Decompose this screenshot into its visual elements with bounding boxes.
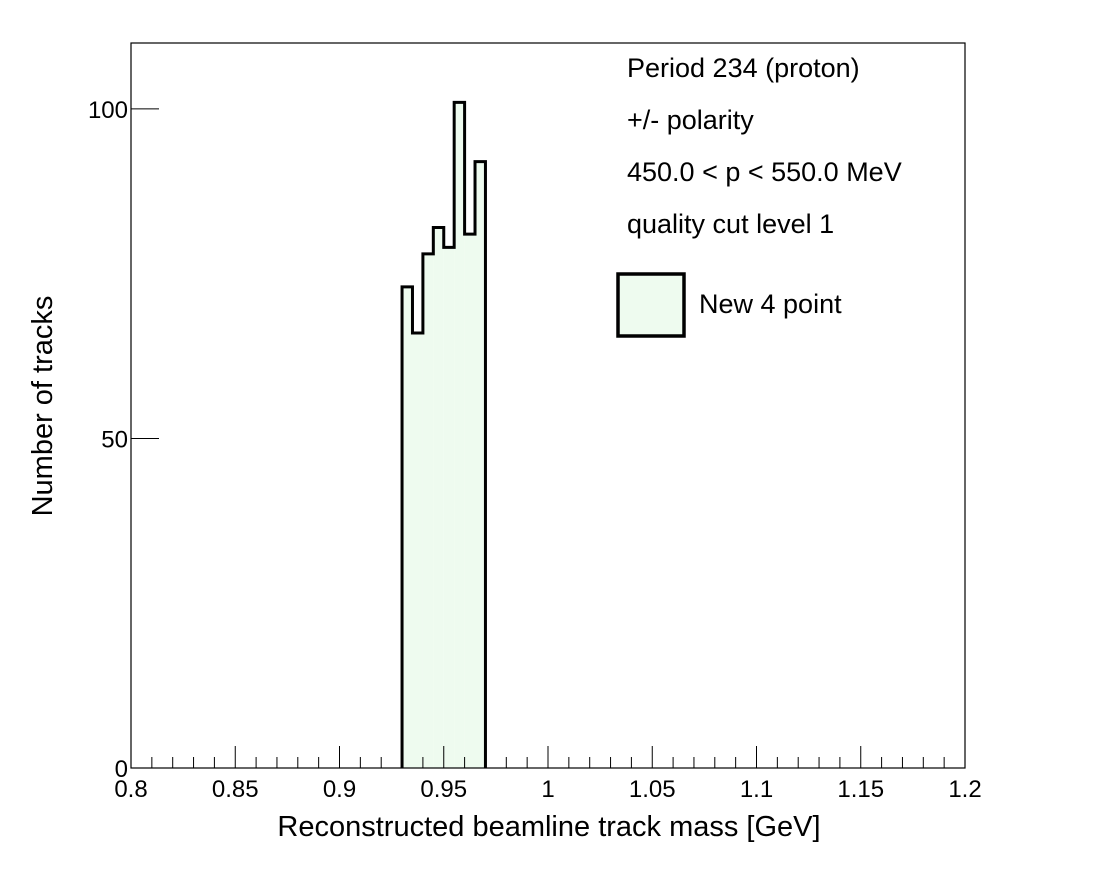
histogram-bar [433, 227, 444, 768]
annotation-period: Period 234 (proton) [627, 53, 860, 83]
y-tick-label: 0 [115, 756, 128, 783]
histogram-bar [454, 102, 465, 769]
x-tick-label: 1.05 [629, 776, 676, 803]
x-tick-label: 0.85 [212, 776, 259, 803]
histogram-bar [464, 234, 476, 769]
annotation-block: Period 234 (proton) +/- polarity 450.0 <… [627, 53, 902, 239]
y-axis-title: Number of tracks [27, 296, 59, 517]
legend-label: New 4 point [699, 289, 842, 319]
x-tick-label: 1 [541, 776, 554, 803]
y-tick-label: 100 [88, 97, 128, 124]
plot-frame [130, 42, 966, 769]
x-axis-tick-labels: 0.8 0.85 0.9 0.95 1 1.05 1.1 1.15 1.2 [114, 776, 981, 803]
histogram-bar [412, 333, 423, 768]
x-tick-label: 0.9 [323, 776, 356, 803]
x-tick-label: 1.15 [837, 776, 884, 803]
x-axis-ticks [130, 746, 966, 768]
y-axis-ticks [131, 108, 159, 769]
x-tick-label: 0.95 [420, 776, 467, 803]
y-tick-label: 50 [101, 426, 128, 453]
annotation-polarity: +/- polarity [627, 105, 754, 135]
histogram-bar [443, 247, 455, 768]
y-axis-tick-labels: 0 50 100 [88, 97, 128, 783]
x-tick-label: 0.8 [114, 776, 147, 803]
histogram-outline [400, 100, 487, 768]
legend-swatch [616, 272, 686, 338]
histogram-bars [402, 102, 486, 769]
annotation-quality-cut: quality cut level 1 [627, 209, 834, 239]
annotation-momentum-range: 450.0 < p < 550.0 MeV [627, 157, 902, 187]
legend: New 4 point [616, 272, 842, 338]
histogram-bar [422, 253, 434, 769]
x-tick-label: 1.1 [740, 776, 773, 803]
histogram-bar [402, 286, 413, 768]
x-axis-title: Reconstructed beamline track mass [GeV] [277, 811, 820, 843]
histogram-bar [475, 161, 486, 769]
x-tick-label: 1.2 [948, 776, 981, 803]
